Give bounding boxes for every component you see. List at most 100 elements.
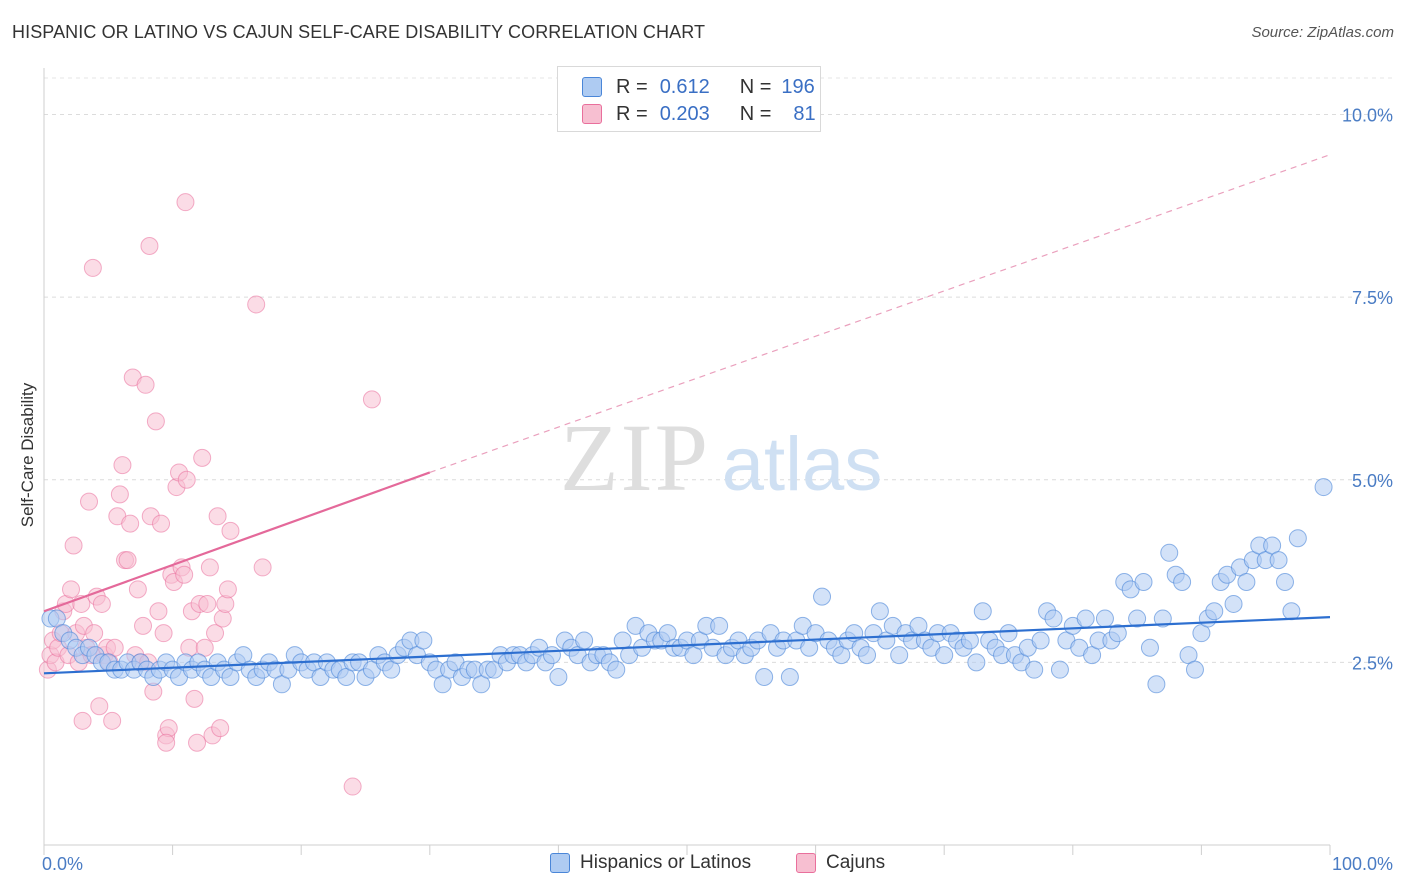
watermark-atlas: atlas <box>722 422 883 507</box>
hispanic-point <box>1160 543 1179 562</box>
cajun-point <box>221 521 240 540</box>
cajun-point <box>110 485 129 504</box>
hispanic-point <box>1173 573 1192 592</box>
cajun-point <box>362 390 381 409</box>
cajun-point <box>103 711 122 730</box>
cajun-point <box>83 258 102 277</box>
hispanic-point <box>1134 573 1153 592</box>
bottom-legend-cajun: Cajuns <box>796 852 885 874</box>
hispanic-point <box>755 667 774 686</box>
hispanic-point <box>1269 551 1288 570</box>
hispanic-point <box>1147 675 1166 694</box>
cajun-point <box>200 558 219 577</box>
hispanic-point <box>870 602 889 621</box>
cajun-points <box>38 193 381 796</box>
axes <box>43 68 1331 855</box>
hispanic-point <box>414 631 433 650</box>
cajun-point <box>176 193 195 212</box>
hispanic-point <box>1153 609 1172 628</box>
legend-r-value-2: 0.203 <box>659 102 710 125</box>
hispanic-point <box>542 646 561 665</box>
hispanic-point <box>858 646 877 665</box>
y-axis-label: Self-Care Disability <box>18 382 37 528</box>
hispanic-point <box>1314 478 1333 497</box>
hispanic-point <box>1140 638 1159 657</box>
cajun-point <box>218 580 237 599</box>
hispanic-point <box>1288 529 1307 548</box>
legend-swatch-blue <box>582 77 602 97</box>
trend-lines <box>43 154 1331 675</box>
bottom-legend-label-2: Cajuns <box>826 852 886 873</box>
hispanic-point <box>1282 602 1301 621</box>
cajun-point <box>149 602 168 621</box>
legend-n-value-2: 81 <box>793 102 816 125</box>
hispanic-point <box>1095 609 1114 628</box>
legend-n-label-1: N = <box>739 75 772 98</box>
hispanic-point <box>1128 609 1147 628</box>
watermark: ZIP atlas <box>560 404 882 511</box>
cajun-point <box>80 492 99 511</box>
hispanic-point <box>935 646 954 665</box>
hispanic-point <box>890 646 909 665</box>
hispanic-point <box>710 616 729 635</box>
cajun-point <box>198 594 217 613</box>
hispanic-points <box>41 478 1333 694</box>
cajun-point <box>216 594 235 613</box>
cajun-point <box>118 551 137 570</box>
cajun-point <box>159 719 178 738</box>
y-tick-label: 10.0% <box>1342 106 1393 126</box>
legend-r-value-1: 0.612 <box>659 75 710 98</box>
legend-row-cajun: R = 0.203 N = 81 <box>582 101 816 127</box>
cajun-point <box>211 719 230 738</box>
bottom-swatch-blue <box>550 853 570 873</box>
tick-labels: 2.5% 5.0% 7.5% 10.0% 0.0% 100.0% <box>42 106 1393 874</box>
hispanic-point <box>1025 660 1044 679</box>
source-label: Source: ZipAtlas.com <box>1251 24 1394 41</box>
hispanic-point <box>960 631 979 650</box>
y-tick-label: 5.0% <box>1352 471 1393 491</box>
cajun-point <box>62 580 81 599</box>
hispanic-point <box>999 624 1018 643</box>
legend-r-label-1: R = <box>616 75 648 98</box>
grid-lines <box>44 77 1392 663</box>
cajun-point <box>247 295 266 314</box>
legend-r-label-2: R = <box>616 102 648 125</box>
cajun-trend-extension <box>429 154 1331 474</box>
hispanic-point <box>575 631 594 650</box>
hispanic-point <box>973 602 992 621</box>
cajun-point <box>121 514 140 533</box>
legend-n-value-1: 196 <box>781 75 815 98</box>
x-tick-label-max: 100.0% <box>1332 854 1393 874</box>
bottom-legend-hispanic: Hispanics or Latinos <box>550 852 751 874</box>
watermark-zip: ZIP <box>560 404 710 511</box>
hispanic-point <box>1237 573 1256 592</box>
hispanic-point <box>1108 624 1127 643</box>
cajun-trend-line <box>43 471 431 613</box>
hispanic-point <box>1205 602 1224 621</box>
cajun-point <box>253 558 272 577</box>
bottom-swatch-pink <box>796 853 816 873</box>
cajun-point <box>213 609 232 628</box>
chart-title: HISPANIC OR LATINO VS CAJUN SELF-CARE DI… <box>12 22 706 42</box>
cajun-point <box>90 697 109 716</box>
hispanic-point <box>1044 609 1063 628</box>
cajun-point <box>136 375 155 394</box>
cajun-point <box>193 448 212 467</box>
cajun-point <box>343 777 362 796</box>
cajun-point <box>64 536 83 555</box>
hispanic-point <box>549 667 568 686</box>
cajun-point <box>92 594 111 613</box>
hispanic-trend-line <box>43 615 1331 675</box>
cajun-point <box>208 507 227 526</box>
cajun-point <box>154 624 173 643</box>
hispanic-point <box>607 660 626 679</box>
hispanic-point <box>813 587 832 606</box>
y-tick-label: 2.5% <box>1352 653 1393 673</box>
hispanic-point <box>1050 660 1069 679</box>
cajun-point <box>128 580 147 599</box>
cajun-point <box>185 689 204 708</box>
hispanic-point <box>1224 594 1243 613</box>
hispanic-point <box>967 653 986 672</box>
cajun-point <box>140 237 159 256</box>
